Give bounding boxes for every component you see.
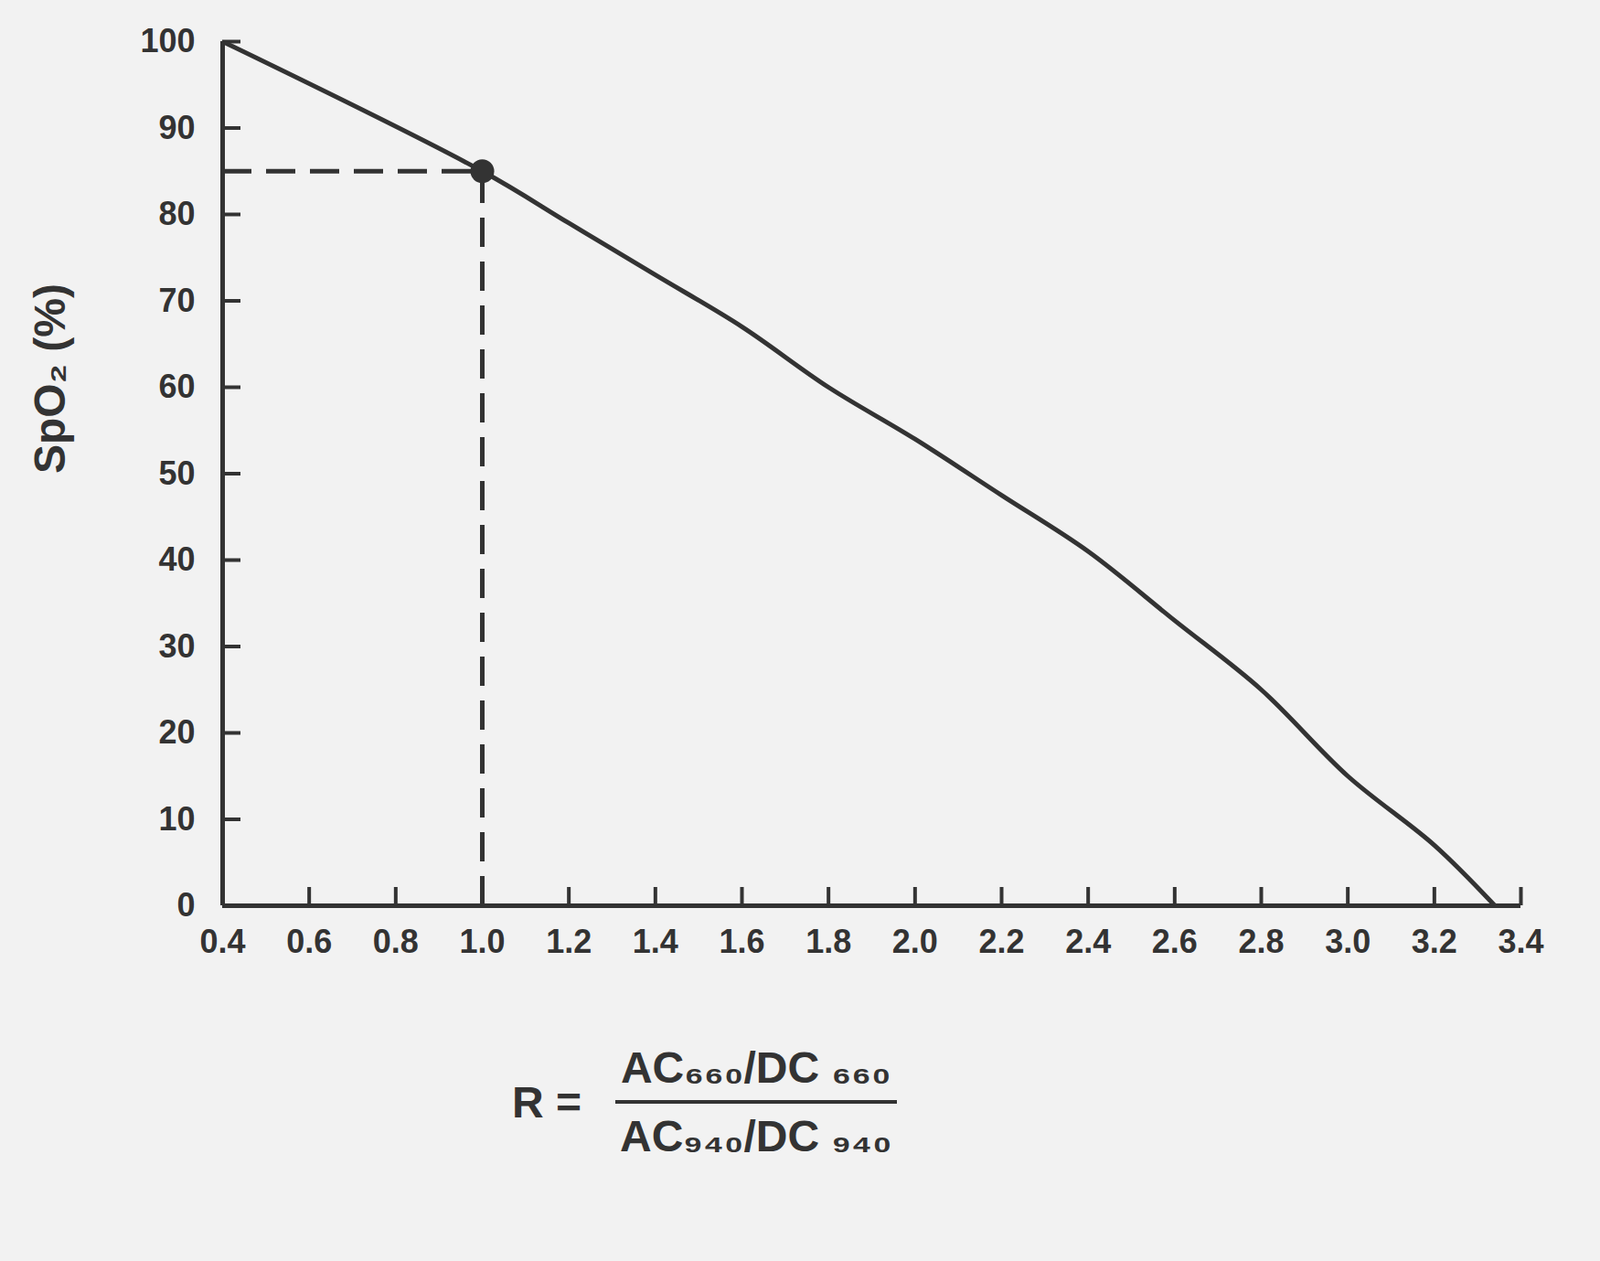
- svg-text:80: 80: [158, 194, 195, 233]
- svg-text:60: 60: [158, 367, 195, 406]
- svg-text:1.8: 1.8: [805, 922, 852, 960]
- html-text:AC₉₄₀/DC ₉₄₀: AC₉₄₀/DC ₉₄₀: [619, 1111, 892, 1161]
- svg-text:20: 20: [158, 713, 195, 751]
- svg-text:1.4: 1.4: [632, 922, 679, 960]
- svg-text:1.6: 1.6: [718, 922, 765, 960]
- svg-text:30: 30: [158, 627, 195, 665]
- svg-text:40: 40: [158, 540, 195, 578]
- svg-text:2.2: 2.2: [978, 922, 1024, 960]
- svg-text:2.6: 2.6: [1152, 922, 1198, 960]
- svg-text:3.0: 3.0: [1324, 922, 1371, 960]
- svg-text:0.4: 0.4: [199, 922, 246, 960]
- svg-text:2.0: 2.0: [892, 922, 939, 960]
- svg-text:10: 10: [158, 800, 195, 838]
- svg-text:90: 90: [158, 108, 195, 147]
- svg-text:100: 100: [139, 21, 195, 60]
- svg-text:SpO₂ (%): SpO₂ (%): [25, 283, 75, 474]
- svg-text:0.6: 0.6: [286, 922, 332, 960]
- svg-text:1.0: 1.0: [458, 922, 505, 960]
- svg-text:3.4: 3.4: [1497, 922, 1544, 960]
- svg-text:0: 0: [176, 885, 195, 924]
- html-text:R =: R =: [512, 1077, 582, 1126]
- svg-text:1.2: 1.2: [545, 922, 592, 960]
- svg-text:2.8: 2.8: [1237, 922, 1284, 960]
- svg-text:0.8: 0.8: [373, 922, 419, 960]
- html-text:AC₆₆₀/DC ₆₆₀: AC₆₆₀/DC ₆₆₀: [620, 1043, 892, 1092]
- svg-text:50: 50: [158, 454, 195, 492]
- svg-text:3.2: 3.2: [1411, 922, 1458, 960]
- svg-text:2.4: 2.4: [1065, 922, 1111, 960]
- svg-text:70: 70: [158, 281, 195, 320]
